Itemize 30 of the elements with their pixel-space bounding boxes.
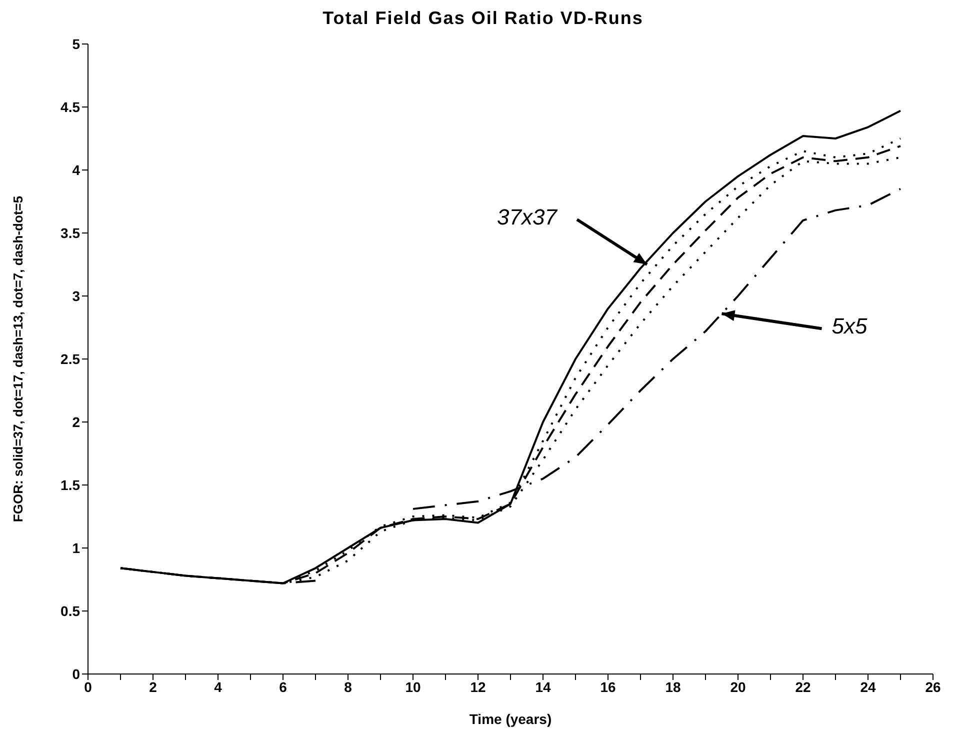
x-tick-label: 6 xyxy=(279,678,288,695)
x-tick-label: 10 xyxy=(405,678,421,695)
chart-title: Total Field Gas Oil Ratio VD-Runs xyxy=(322,8,644,30)
x-tick-label: 24 xyxy=(860,678,876,695)
x-tick-label: 0 xyxy=(84,678,92,695)
y-tick-label: 1.5 xyxy=(60,476,80,493)
y-tick-label: 1 xyxy=(72,540,80,556)
y-tick-label: 3.5 xyxy=(60,224,80,241)
annotation: 5x5 xyxy=(832,314,868,339)
x-tick-label: 16 xyxy=(600,678,616,695)
x-tick-label: 20 xyxy=(730,678,746,695)
y-tick-label: 0 xyxy=(72,666,80,682)
x-tick-label: 22 xyxy=(795,678,811,695)
x-tick-label: 18 xyxy=(665,678,681,695)
y-tick-label: 5 xyxy=(72,36,80,52)
x-tick-label: 2 xyxy=(149,678,158,695)
y-tick-label: 2 xyxy=(72,414,80,430)
y-tick-label: 0.5 xyxy=(60,602,80,619)
x-tick-label: 14 xyxy=(535,678,551,695)
y-tick-label: 3 xyxy=(72,288,80,304)
x-axis-title: Time (years) xyxy=(469,711,552,727)
x-tick-label: 26 xyxy=(925,678,941,695)
x-tick-label: 8 xyxy=(344,678,352,695)
y-tick-label: 4.5 xyxy=(60,98,80,115)
x-tick-label: 4 xyxy=(214,678,222,695)
x-tick-label: 12 xyxy=(470,678,486,695)
y-tick-label: 2.5 xyxy=(60,350,80,367)
y-axis-title: FGOR: solid=37, dot=17, dash=13, dot=7, dash-dot=5 xyxy=(10,196,26,522)
annotation: 37x37 xyxy=(497,204,558,230)
y-tick-label: 4 xyxy=(72,162,80,178)
